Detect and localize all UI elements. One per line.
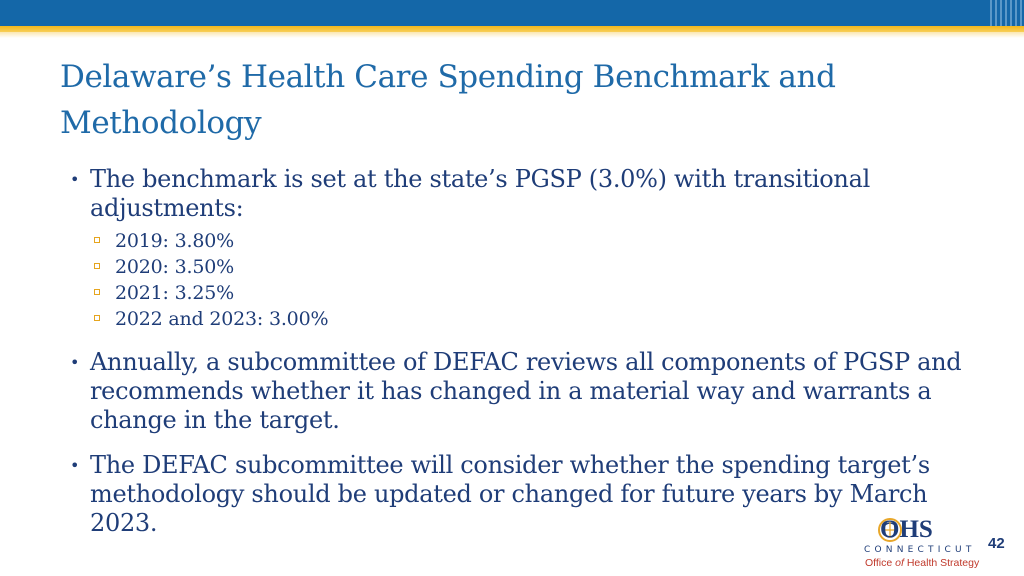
header-stripes bbox=[990, 0, 1024, 26]
sub-bullet-text: 2021: 3.25% bbox=[115, 282, 234, 304]
square-bullet-icon bbox=[94, 289, 100, 295]
bullet-item: • The benchmark is set at the state’s PG… bbox=[70, 165, 970, 332]
bullet-dot-icon: • bbox=[70, 456, 80, 475]
logo-abbreviation: OHS bbox=[880, 516, 933, 543]
square-bullet-icon bbox=[94, 315, 100, 321]
sub-bullet-text: 2019: 3.80% bbox=[115, 230, 234, 252]
sub-bullet-item: 2019: 3.80% bbox=[90, 228, 970, 254]
slide-title: Delaware’s Health Care Spending Benchmar… bbox=[60, 59, 836, 141]
bullet-dot-icon: • bbox=[70, 170, 80, 189]
bullet-text: The DEFAC subcommittee will consider whe… bbox=[90, 451, 930, 537]
ohs-logo: OHS CONNECTICUT Office of Health Strateg… bbox=[860, 516, 982, 570]
bullet-dot-icon: • bbox=[70, 353, 80, 372]
page-number: 42 bbox=[988, 535, 1005, 552]
header-gold-rule bbox=[0, 26, 1024, 32]
square-bullet-icon bbox=[94, 263, 100, 269]
sub-bullet-item: 2021: 3.25% bbox=[90, 280, 970, 306]
sub-bullet-item: 2022 and 2023: 3.00% bbox=[90, 306, 970, 332]
header-fade-rule bbox=[0, 32, 1024, 38]
state-seal-icon bbox=[878, 518, 902, 542]
sub-bullet-list: 2019: 3.80% 2020: 3.50% 2021: 3.25% 2022… bbox=[90, 228, 970, 332]
bullet-item: • The DEFAC subcommittee will consider w… bbox=[70, 451, 970, 538]
square-bullet-icon bbox=[94, 237, 100, 243]
bullet-list: • The benchmark is set at the state’s PG… bbox=[70, 165, 970, 554]
logo-state-name: CONNECTICUT bbox=[864, 545, 976, 555]
sub-bullet-text: 2022 and 2023: 3.00% bbox=[115, 308, 329, 330]
bullet-text: The benchmark is set at the state’s PGSP… bbox=[90, 165, 870, 222]
sub-bullet-text: 2020: 3.50% bbox=[115, 256, 234, 278]
sub-bullet-item: 2020: 3.50% bbox=[90, 254, 970, 280]
bullet-item: • Annually, a subcommittee of DEFAC revi… bbox=[70, 348, 970, 435]
bullet-text: Annually, a subcommittee of DEFAC review… bbox=[90, 348, 962, 434]
logo-office-name: Office of Health Strategy bbox=[865, 557, 980, 569]
header-bar bbox=[0, 0, 1024, 26]
